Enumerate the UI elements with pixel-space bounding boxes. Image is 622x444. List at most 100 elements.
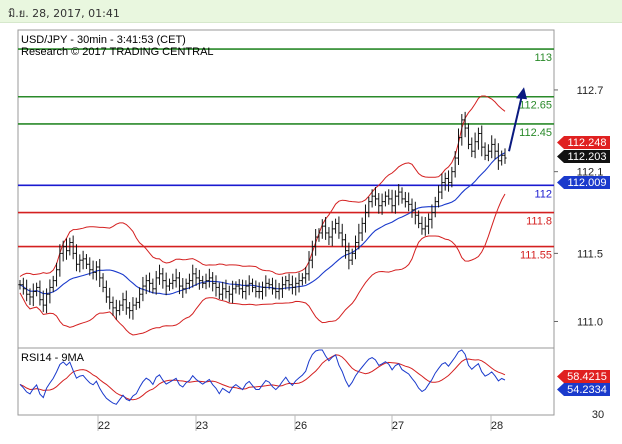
candle	[490, 135, 494, 159]
candle	[157, 264, 162, 285]
rsi-tag-1: 54.2334	[557, 383, 610, 396]
candle	[214, 275, 218, 297]
candle	[343, 233, 348, 259]
rsi-line	[19, 349, 506, 405]
level-label-3: 112	[534, 188, 552, 200]
candle	[466, 123, 471, 150]
candle	[460, 114, 464, 146]
candle	[250, 278, 255, 293]
candle	[164, 272, 168, 296]
candle	[254, 280, 258, 298]
candle	[181, 278, 185, 298]
y-axis-labels: 112.7 112.1 111.5 111.0	[554, 85, 604, 328]
candle	[78, 254, 82, 273]
price-tags: 112.248 112.203 112.009	[557, 136, 610, 189]
candle	[274, 279, 278, 299]
level-label-1: 112.65	[519, 100, 552, 112]
candle	[287, 273, 291, 291]
y-tick-label-0: 112.7	[577, 85, 604, 97]
candle	[114, 299, 118, 320]
candle	[147, 272, 152, 293]
candle	[191, 264, 195, 288]
candle	[493, 138, 497, 160]
candle	[297, 272, 301, 293]
candle	[134, 297, 138, 310]
y-tick-label-1: 112.1	[577, 167, 604, 179]
rsi-tag-label-1: 54.2334	[567, 384, 607, 396]
forecast-arrow-head	[516, 87, 527, 100]
candle	[121, 292, 125, 311]
candle	[347, 242, 351, 270]
candle	[154, 270, 158, 295]
candle	[81, 250, 85, 270]
candle	[486, 144, 490, 162]
candle	[91, 260, 95, 280]
candle	[353, 235, 358, 260]
candle	[88, 257, 92, 276]
candle	[204, 273, 208, 290]
candle	[400, 187, 404, 204]
candle	[333, 218, 338, 234]
candle	[54, 262, 59, 287]
candle	[440, 173, 444, 200]
candle	[151, 278, 155, 294]
candle	[44, 288, 49, 314]
candle	[108, 287, 112, 310]
x-tick-label-0: 22	[98, 420, 110, 432]
candle	[453, 151, 457, 178]
instrument-title: USD/JPY - 30min - 3:41:53 (CET)	[21, 34, 186, 46]
date-time-label: มิ.ย. 28, 2017, 01:41	[8, 7, 120, 20]
candle	[35, 282, 39, 297]
research-credit: Research © 2017 TRADING CENTRAL	[21, 46, 214, 58]
candle	[21, 277, 25, 295]
candle	[337, 216, 341, 239]
candle	[307, 251, 311, 281]
candle	[68, 237, 72, 256]
rsi-tick-label: 30	[592, 409, 604, 421]
candle	[237, 279, 241, 295]
candle	[423, 217, 427, 236]
candle	[310, 240, 314, 269]
candle	[426, 213, 431, 235]
candle	[227, 285, 231, 303]
candle	[470, 137, 474, 158]
candle	[51, 275, 55, 293]
price-tag-2: 112.009	[557, 176, 610, 189]
candle	[167, 278, 172, 291]
candle	[350, 248, 354, 265]
candle	[25, 279, 29, 302]
price-tag-1: 112.203	[557, 150, 610, 163]
candle	[410, 198, 414, 218]
y-tick-label-3: 111.0	[577, 316, 603, 328]
candle	[277, 282, 281, 300]
candle	[207, 268, 211, 288]
candle	[327, 227, 331, 246]
candle	[314, 228, 318, 256]
candle	[403, 191, 407, 208]
candlesticks	[18, 111, 507, 320]
candle	[137, 287, 142, 309]
candle	[240, 279, 245, 299]
forecast-arrow	[508, 87, 527, 152]
candle	[370, 189, 374, 208]
candle	[417, 210, 421, 229]
candle	[184, 278, 188, 294]
candle	[131, 297, 135, 320]
candle	[270, 277, 275, 295]
candle	[177, 272, 182, 295]
rsi-ma-line	[19, 354, 506, 401]
candle	[111, 296, 115, 316]
rsi-tag-0: 58.4215	[557, 370, 610, 383]
candle	[300, 273, 304, 286]
price-tag-label-0: 112.248	[568, 137, 607, 149]
candle	[244, 280, 248, 300]
candle	[211, 272, 215, 292]
candle	[436, 185, 441, 208]
candle	[221, 281, 225, 301]
candle	[118, 300, 122, 316]
candle	[373, 187, 378, 206]
level-label-0: 113	[534, 52, 552, 64]
candle	[61, 240, 65, 262]
